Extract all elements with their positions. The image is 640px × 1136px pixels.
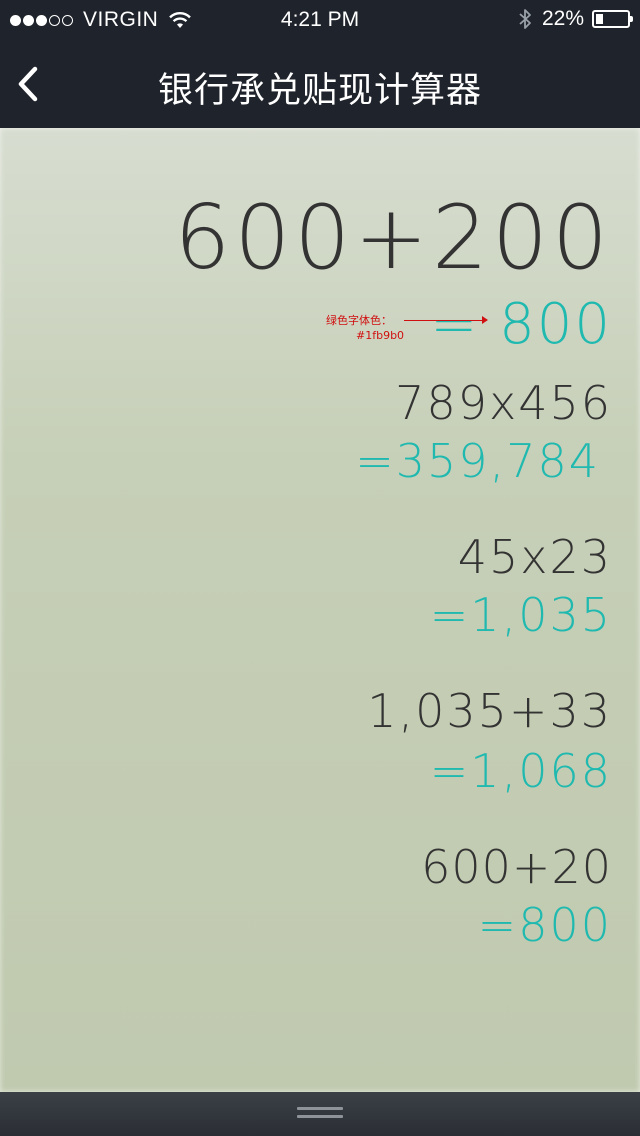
bluetooth-icon — [519, 9, 531, 29]
handle-line — [297, 1115, 343, 1118]
expression-current: 600+200 — [174, 186, 612, 289]
drawer-handle-icon[interactable] — [297, 1107, 343, 1121]
annotation-pointer-line — [404, 320, 486, 321]
battery-level — [596, 14, 603, 24]
chevron-left-icon — [18, 66, 38, 102]
keypad-drawer-bar — [0, 1092, 640, 1136]
history-result: =800 — [477, 898, 612, 952]
signal-dot — [36, 14, 47, 26]
signal-dot — [23, 14, 34, 26]
history-expression: 1,035+33 — [367, 684, 612, 738]
page-title: 银行承兑贴现计算器 — [157, 71, 482, 111]
battery-icon — [592, 10, 633, 28]
history-expression: 789x456 — [395, 376, 612, 430]
signal-dot — [62, 14, 73, 26]
history-result: =1,035 — [429, 588, 612, 642]
history-expression: 45x23 — [457, 530, 612, 584]
history-result: =359,784 — [355, 434, 600, 488]
annotation-label: 绿色字体色： — [326, 314, 392, 327]
calculation-history: 600+200 = 800 绿色字体色： #1fb9b0 789x456 =35… — [0, 128, 640, 1092]
wifi-icon — [169, 12, 192, 28]
signal-dot — [10, 14, 21, 26]
result-current: = 800 — [430, 292, 612, 357]
battery-percent: 22% — [541, 7, 584, 30]
color-annotation: 绿色字体色： #1fb9b0 — [326, 314, 496, 344]
status-time: 4:21 PM — [280, 8, 360, 31]
back-button[interactable] — [8, 58, 48, 110]
carrier-name: VIRGIN — [83, 8, 159, 31]
nav-bar: 银行承兑贴现计算器 — [0, 40, 640, 128]
status-right: 22% — [518, 7, 633, 31]
status-bar: VIRGIN 4:21 PM 22% — [0, 0, 640, 40]
signal-strength-icon — [10, 14, 75, 26]
signal-dot — [49, 14, 60, 26]
status-left: VIRGIN — [10, 8, 192, 32]
annotation-arrow-icon — [482, 316, 488, 324]
annotation-color-code: #1fb9b0 — [356, 329, 405, 342]
handle-line — [297, 1107, 343, 1110]
history-result: =1,068 — [429, 744, 612, 798]
history-expression: 600+20 — [421, 840, 612, 894]
